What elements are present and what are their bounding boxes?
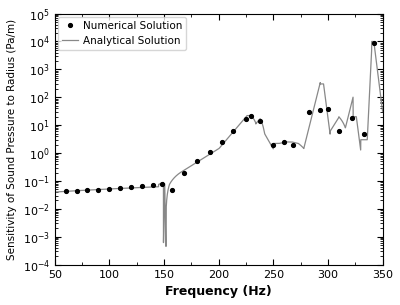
Numerical Solution bbox=[63, 190, 68, 193]
Analytical Solution bbox=[52, 190, 57, 194]
Analytical Solution bbox=[164, 245, 168, 248]
Numerical Solution bbox=[372, 41, 376, 45]
Analytical Solution bbox=[380, 109, 385, 113]
Numerical Solution bbox=[181, 171, 186, 174]
Numerical Solution bbox=[350, 116, 354, 120]
Numerical Solution bbox=[230, 130, 235, 133]
Numerical Solution bbox=[140, 184, 144, 188]
Numerical Solution bbox=[151, 183, 156, 186]
Numerical Solution bbox=[208, 150, 212, 154]
Numerical Solution bbox=[362, 132, 366, 135]
X-axis label: Frequency (Hz): Frequency (Hz) bbox=[165, 285, 272, 298]
Numerical Solution bbox=[194, 160, 199, 163]
Numerical Solution bbox=[336, 130, 341, 133]
Y-axis label: Sensitivity of Sound Pressure to Radius (Pa/m): Sensitivity of Sound Pressure to Radius … bbox=[7, 19, 17, 260]
Legend: Numerical Solution, Analytical Solution: Numerical Solution, Analytical Solution bbox=[58, 17, 186, 50]
Numerical Solution bbox=[244, 118, 248, 121]
Numerical Solution bbox=[129, 185, 134, 188]
Numerical Solution bbox=[249, 114, 254, 117]
Numerical Solution bbox=[326, 107, 330, 111]
Analytical Solution bbox=[171, 177, 176, 181]
Numerical Solution bbox=[169, 188, 174, 192]
Analytical Solution bbox=[261, 124, 266, 128]
Analytical Solution bbox=[69, 189, 74, 193]
Numerical Solution bbox=[282, 140, 286, 144]
Numerical Solution bbox=[85, 188, 90, 192]
Numerical Solution bbox=[258, 119, 262, 123]
Line: Numerical Solution: Numerical Solution bbox=[62, 39, 378, 195]
Analytical Solution bbox=[295, 142, 300, 145]
Numerical Solution bbox=[290, 143, 295, 146]
Analytical Solution bbox=[313, 101, 318, 104]
Numerical Solution bbox=[271, 143, 276, 146]
Numerical Solution bbox=[318, 108, 323, 112]
Analytical Solution bbox=[246, 114, 251, 117]
Numerical Solution bbox=[220, 140, 224, 144]
Numerical Solution bbox=[107, 187, 112, 190]
Numerical Solution bbox=[74, 189, 79, 193]
Numerical Solution bbox=[307, 110, 312, 114]
Numerical Solution bbox=[118, 186, 123, 190]
Numerical Solution bbox=[159, 183, 164, 186]
Analytical Solution bbox=[369, 40, 374, 43]
Numerical Solution bbox=[96, 188, 101, 192]
Line: Analytical Solution: Analytical Solution bbox=[55, 41, 382, 246]
